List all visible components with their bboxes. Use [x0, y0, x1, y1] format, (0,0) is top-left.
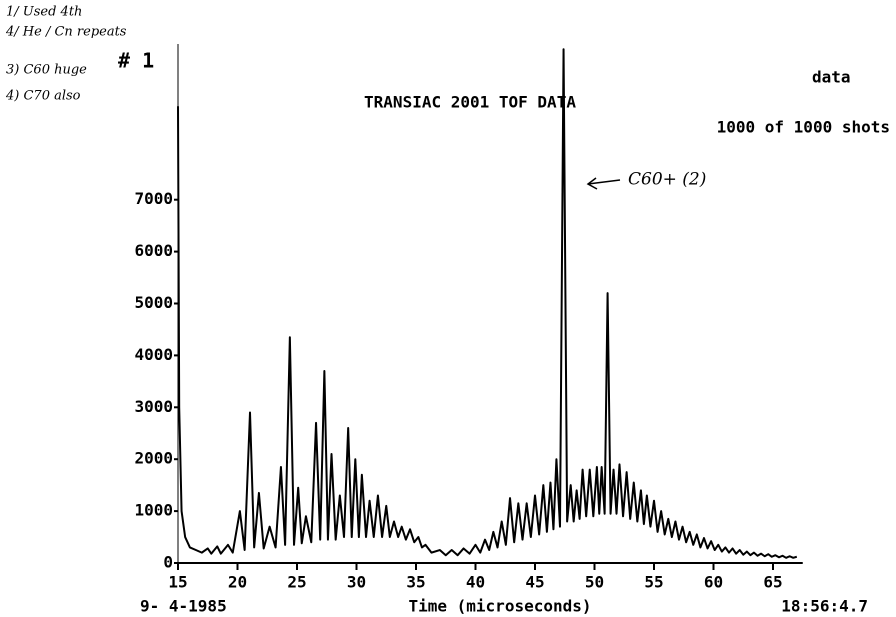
x-tick-label: 55 [644, 573, 663, 592]
x-tick-label: 45 [525, 573, 544, 592]
x-tick-label: 25 [287, 573, 306, 592]
x-axis-label: Time (microseconds) [408, 597, 591, 616]
y-tick-label: 3000 [134, 397, 173, 416]
y-tick-label: 6000 [134, 241, 173, 260]
annotation: 4) C70 also [5, 89, 81, 104]
shots: 1000 of 1000 shots [717, 118, 890, 137]
x-tick-label: 65 [763, 573, 782, 592]
annotation: C60+ (2) [628, 170, 706, 190]
x-tick-label: 40 [466, 573, 485, 592]
x-tick-label: 60 [704, 573, 723, 592]
annotation: 3) C60 huge [6, 63, 87, 78]
line [177, 48, 798, 559]
y-tick-label: 4000 [134, 345, 173, 364]
x-tick-label: 30 [347, 573, 366, 592]
annotation: 4/ He / Cn repeats [5, 25, 127, 40]
annotation: # 1 [118, 49, 154, 73]
x-tick-label: 50 [585, 573, 604, 592]
arrow-head [586, 177, 598, 190]
y-tick-label: 0 [163, 553, 173, 572]
x-tick-label: 35 [406, 573, 425, 592]
y-tick-label: 1000 [134, 501, 173, 520]
annotation: 1/ Used 4th [6, 5, 82, 20]
date: 9- 4-1985 [140, 597, 227, 616]
time: 18:56:4.7 [781, 597, 868, 616]
y-tick-label: 7000 [134, 189, 173, 208]
chart-title: TRANSIAC 2001 TOF DATA [364, 93, 576, 112]
x-tick-label: 15 [168, 573, 187, 592]
y-tick-label: 2000 [134, 449, 173, 468]
arrow [587, 179, 621, 185]
subtitle: data [812, 68, 851, 87]
y-tick-label: 5000 [134, 293, 173, 312]
x-tick-label: 20 [228, 573, 247, 592]
